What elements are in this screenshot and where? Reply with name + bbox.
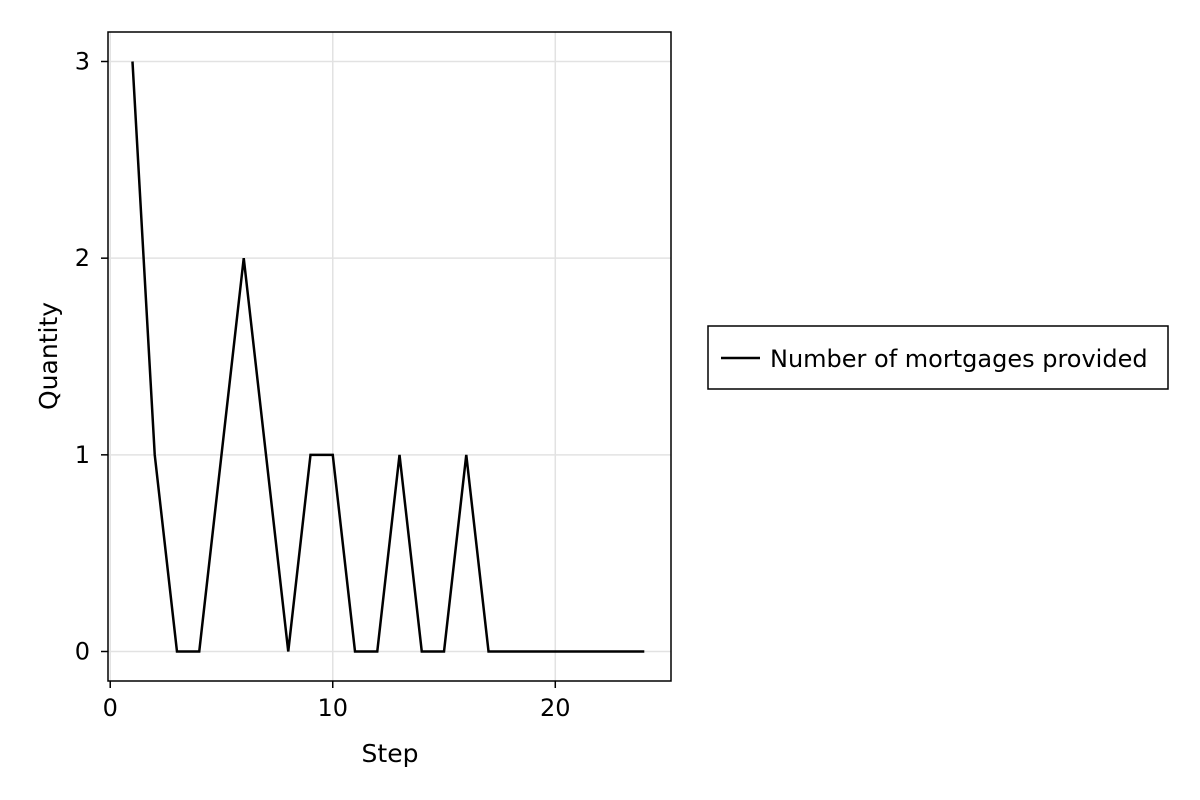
series-line [131, 61, 645, 653]
legend: Number of mortgages provided [707, 325, 1169, 390]
x-tick-label: 10 [317, 694, 348, 722]
x-tick-label: 20 [540, 694, 571, 722]
grid [108, 32, 671, 681]
legend-entry-label: Number of mortgages provided [770, 345, 1148, 373]
y-axis-label: Quantity [34, 302, 63, 410]
x-tick-label: 0 [103, 694, 118, 722]
y-tick-label: 2 [75, 244, 90, 272]
y-tick-label: 3 [75, 48, 90, 76]
x-axis-label: Step [362, 739, 419, 768]
series-layer [131, 61, 645, 653]
y-tick-label: 1 [75, 441, 90, 469]
y-axis: 0 1 2 3 [75, 48, 108, 666]
plot-frame [107, 31, 672, 682]
y-tick-label: 0 [75, 638, 90, 666]
x-axis: 0 10 20 [103, 681, 571, 722]
legend-box [707, 325, 1169, 390]
